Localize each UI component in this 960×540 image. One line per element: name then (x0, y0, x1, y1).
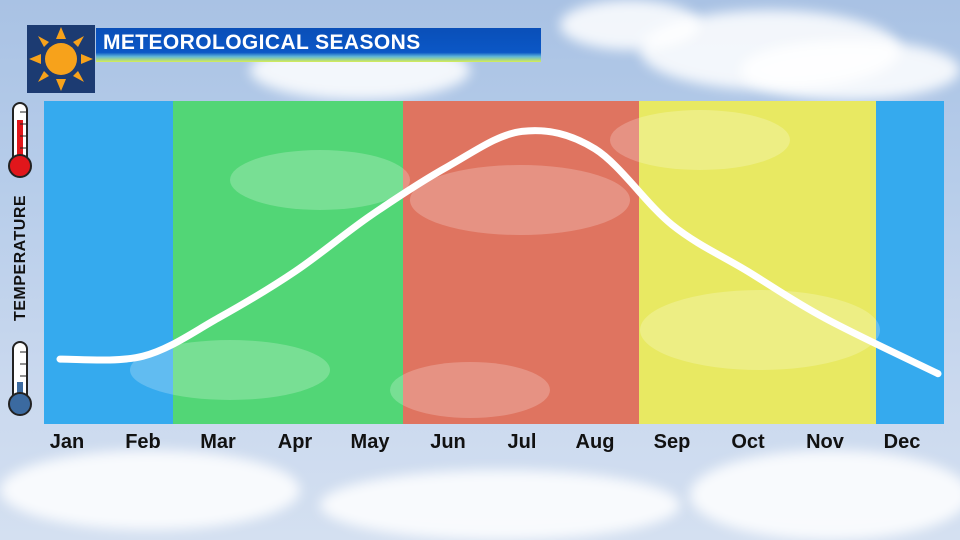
band-cloud-texture (130, 110, 880, 418)
x-tick-label: Jun (430, 431, 466, 453)
x-tick-label: Sep (653, 431, 691, 453)
x-tick-label: May (350, 431, 390, 453)
x-tick-label: Nov (806, 431, 844, 453)
logo-box (27, 25, 95, 93)
season-band (173, 101, 403, 424)
season-bands (44, 101, 944, 424)
x-tick-label: Feb (125, 431, 161, 453)
season-band (639, 101, 876, 424)
x-tick-label: Mar (200, 431, 236, 453)
thermometer-hot-icon (8, 102, 32, 178)
x-tick-label: Aug (575, 431, 615, 453)
x-tick-label: Apr (277, 431, 313, 453)
y-axis-label: TEMPERATURE (12, 194, 29, 322)
thermometer-cold-icon (8, 341, 32, 416)
title-bar (96, 28, 541, 62)
x-tick-label: Jan (49, 431, 85, 453)
x-tick-label: Oct (731, 431, 765, 453)
x-tick-label: Jul (507, 431, 537, 453)
temperature-curve (56, 127, 942, 378)
page-title: METEOROLOGICAL SEASONS (103, 31, 421, 54)
x-tick-label: Dec (883, 431, 921, 453)
season-band (44, 101, 173, 424)
sun-icon (29, 27, 93, 91)
